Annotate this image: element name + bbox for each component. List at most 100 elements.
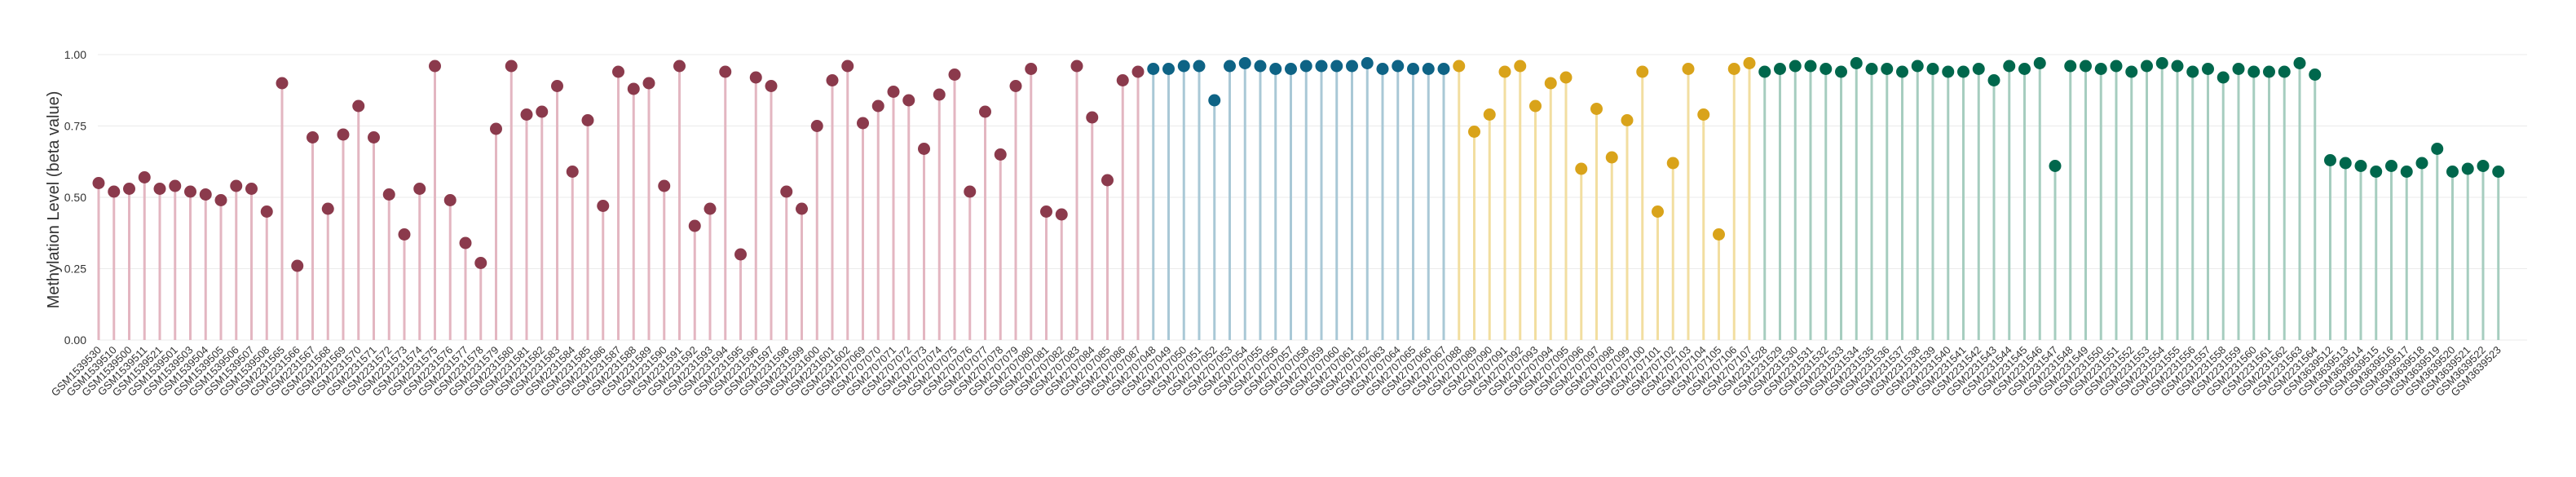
lollipop-dot bbox=[673, 60, 686, 73]
lollipop-dot bbox=[2415, 157, 2428, 170]
lollipop-dot bbox=[2018, 63, 2031, 75]
lollipop-dot bbox=[1346, 60, 1358, 73]
lollipop-dot bbox=[2232, 63, 2245, 75]
lollipop-dot bbox=[1468, 126, 1480, 138]
lollipop-dot bbox=[307, 131, 319, 144]
lollipop-dot bbox=[169, 179, 182, 192]
lollipop-dot bbox=[2094, 63, 2107, 75]
lollipop-dot bbox=[1009, 80, 1022, 92]
lollipop-dot bbox=[1590, 103, 1603, 115]
lollipop-dot bbox=[749, 71, 762, 84]
lollipop-dot bbox=[2003, 60, 2016, 73]
lollipop-dot bbox=[2446, 166, 2459, 178]
lollipop-dot bbox=[382, 188, 395, 201]
lollipop-dot bbox=[321, 202, 334, 215]
lollipop-dot bbox=[2064, 60, 2077, 73]
lollipop-dot bbox=[2186, 65, 2199, 78]
lollipop-dot bbox=[1942, 65, 1955, 78]
lollipop-dot bbox=[1376, 63, 1389, 75]
lollipop-dot bbox=[337, 128, 350, 141]
lollipop-dot bbox=[994, 148, 1007, 161]
lollipop-dot bbox=[2339, 157, 2352, 170]
lollipop-dot bbox=[1514, 60, 1527, 73]
lollipop-dot bbox=[964, 185, 977, 198]
lollipop-dot bbox=[796, 202, 808, 215]
lollipop-dot bbox=[398, 228, 411, 241]
lollipop-dot bbox=[1208, 94, 1221, 107]
lollipop-dot bbox=[1652, 205, 1664, 218]
grid-lines bbox=[98, 54, 2527, 341]
lollipop-dot bbox=[1040, 205, 1052, 218]
lollipop-dot bbox=[612, 65, 624, 78]
lollipop-dot bbox=[810, 120, 823, 132]
lollipop-dot bbox=[2324, 154, 2336, 166]
lollipop-dot bbox=[871, 99, 884, 113]
lollipop-dot bbox=[2217, 71, 2230, 84]
lollipop-dot bbox=[413, 183, 426, 195]
lollipop-dot bbox=[1789, 60, 1802, 73]
lollipop-dot bbox=[1575, 162, 1588, 175]
lollipop-dot bbox=[1850, 57, 1863, 69]
lollipop-dot bbox=[2202, 63, 2214, 75]
lollipop-dot bbox=[1957, 65, 1969, 78]
lollipop-dot bbox=[1437, 63, 1450, 75]
lollipop-dot bbox=[841, 60, 854, 73]
lollipop-dot bbox=[291, 259, 304, 272]
lollipop-dot bbox=[2247, 65, 2261, 78]
lollipop-dot bbox=[581, 114, 594, 126]
lollipop-dot bbox=[902, 94, 915, 107]
lollipop-dot bbox=[2370, 166, 2383, 178]
lollipop-dot bbox=[688, 219, 701, 232]
lollipop-dot bbox=[2125, 65, 2138, 78]
lollipop-dot bbox=[1835, 65, 1847, 78]
lollipop-dot bbox=[1804, 60, 1817, 73]
lollipop-dot bbox=[1881, 63, 1894, 75]
lollipop-dot bbox=[566, 166, 579, 178]
lollipop-dot bbox=[1865, 63, 1878, 75]
lollipop-dot bbox=[352, 99, 365, 113]
lollipop-dot bbox=[1621, 114, 1634, 126]
lollipop-dot bbox=[2477, 160, 2490, 172]
lollipop-dot bbox=[1774, 63, 1786, 75]
lollipop-dot bbox=[2492, 166, 2505, 178]
lollipop-dot bbox=[1392, 60, 1405, 73]
lollipop-dot bbox=[597, 200, 610, 212]
lollipop-dot bbox=[826, 74, 839, 86]
lollipop-dot bbox=[199, 188, 212, 201]
lollipop-dot bbox=[933, 88, 946, 101]
lollipop-dot bbox=[1972, 63, 1985, 75]
lollipop-dot bbox=[1422, 63, 1435, 75]
lollipop-dot bbox=[2400, 166, 2413, 178]
lollipop-dot bbox=[1193, 60, 1206, 73]
lollipop-dot bbox=[1086, 111, 1099, 124]
lollipop-dot bbox=[1254, 60, 1267, 73]
lollipop-dot bbox=[979, 105, 991, 118]
y-tick-label: 0.75 bbox=[64, 120, 86, 133]
lollipop-dot bbox=[719, 65, 732, 78]
lollipop-dot bbox=[857, 117, 869, 130]
lollipop-dot bbox=[459, 236, 472, 250]
lollipop-dot bbox=[2110, 60, 2123, 73]
lollipop-dot bbox=[734, 248, 747, 261]
lollipop-dot bbox=[276, 77, 289, 90]
lollipop-dot bbox=[2263, 65, 2275, 78]
lollipop-dot bbox=[1896, 65, 1908, 78]
lollipop-dot bbox=[1926, 63, 1939, 75]
lollipop-dot bbox=[443, 194, 457, 206]
y-tick-label: 0.50 bbox=[64, 191, 86, 204]
lollipop-dot bbox=[551, 80, 563, 92]
lollipop-dot bbox=[2385, 160, 2397, 172]
lollipop-dot bbox=[1682, 63, 1695, 75]
lollipop-dot bbox=[2033, 57, 2046, 69]
lollipop-dot bbox=[2354, 160, 2367, 172]
lollipop-dot bbox=[1758, 65, 1771, 78]
lollipop-dot bbox=[520, 108, 533, 121]
lollipop-dot bbox=[1453, 60, 1466, 73]
lollipop-dot bbox=[1238, 57, 1251, 69]
lollipop-dot bbox=[642, 77, 655, 90]
lollipop-dot bbox=[184, 185, 196, 198]
lollipop-dot bbox=[2171, 60, 2184, 73]
lollipop-dot bbox=[474, 257, 487, 269]
